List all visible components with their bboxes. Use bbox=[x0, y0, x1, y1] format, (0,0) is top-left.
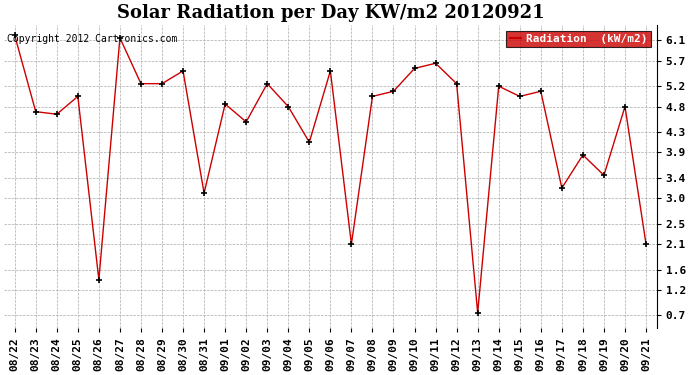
Title: Solar Radiation per Day KW/m2 20120921: Solar Radiation per Day KW/m2 20120921 bbox=[117, 4, 544, 22]
Legend: Radiation  (kW/m2): Radiation (kW/m2) bbox=[506, 31, 651, 47]
Text: Copyright 2012 Cartronics.com: Copyright 2012 Cartronics.com bbox=[8, 34, 178, 44]
